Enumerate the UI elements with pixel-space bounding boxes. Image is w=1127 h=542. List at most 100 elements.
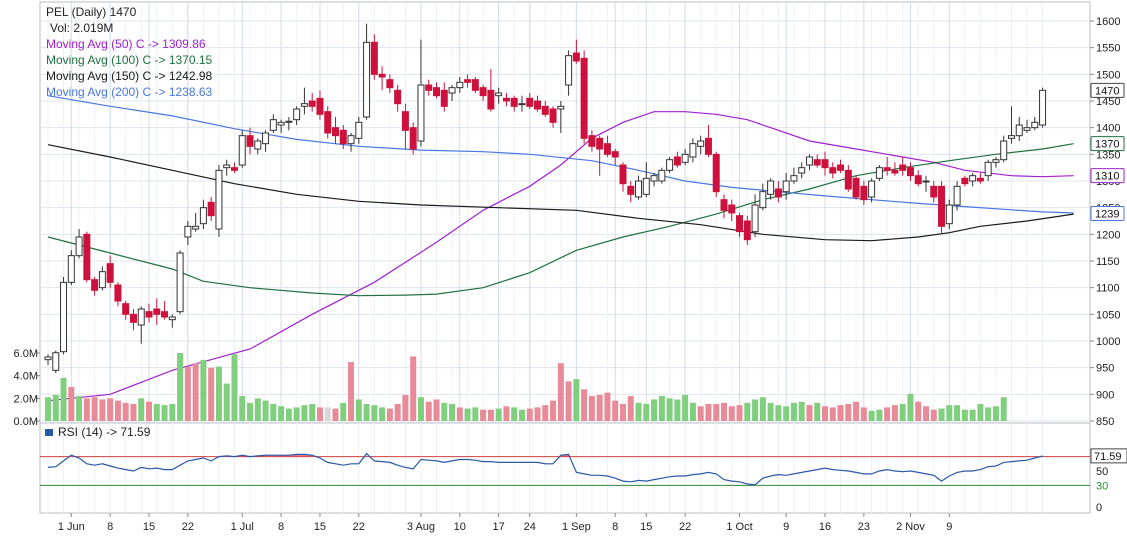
rsi-tick-label: 30 bbox=[1096, 480, 1108, 492]
candle-body bbox=[611, 151, 619, 158]
volume-bar bbox=[262, 400, 269, 421]
candle bbox=[844, 165, 852, 192]
price-tick-label: 1150 bbox=[1096, 256, 1120, 268]
candle-body bbox=[899, 164, 907, 171]
candle bbox=[945, 199, 953, 229]
candle-body bbox=[300, 103, 308, 107]
volume-bar bbox=[231, 354, 238, 421]
candle-body bbox=[246, 135, 254, 147]
price-tick-label: 950 bbox=[1096, 363, 1114, 375]
candle bbox=[308, 93, 316, 112]
candle-body bbox=[176, 252, 184, 313]
candle bbox=[813, 154, 821, 168]
candle-body bbox=[1007, 135, 1015, 139]
volume-bar bbox=[270, 404, 277, 421]
candle bbox=[339, 125, 347, 149]
x-tick-label: 1 Jul bbox=[231, 521, 254, 533]
candle bbox=[106, 255, 114, 288]
candle-body bbox=[992, 159, 1000, 163]
candle bbox=[456, 77, 464, 93]
volume-bar bbox=[192, 363, 199, 421]
x-axis: 1 Jun 8 15 22 1 Jul 8 15 22 3 Aug 10 17 24 1 Sep 8 15 2… bbox=[58, 513, 952, 533]
candle bbox=[868, 178, 876, 203]
candle-body bbox=[642, 177, 650, 195]
volume-bar bbox=[348, 362, 355, 421]
volume-bar bbox=[744, 402, 751, 421]
volume-bar bbox=[581, 389, 588, 421]
candle bbox=[689, 138, 697, 163]
volume-bar bbox=[946, 405, 953, 421]
x-tick-label: 8 bbox=[107, 521, 113, 533]
candle-body bbox=[277, 121, 285, 126]
volume-tick-label: 4.0M bbox=[14, 371, 38, 383]
volume-bar bbox=[254, 398, 261, 421]
volume-bar bbox=[247, 402, 254, 421]
candle bbox=[161, 301, 169, 320]
candle-body bbox=[588, 135, 596, 147]
rsi-legend-swatch bbox=[45, 429, 53, 436]
candle-body bbox=[883, 167, 891, 171]
price-tick-label: 1600 bbox=[1096, 16, 1120, 28]
volume-bar bbox=[783, 406, 790, 421]
candle-body bbox=[316, 97, 324, 115]
candle bbox=[487, 69, 495, 112]
candle bbox=[324, 106, 332, 139]
candle bbox=[541, 101, 549, 117]
candle-body bbox=[681, 153, 689, 163]
candle bbox=[145, 303, 153, 323]
volume-bar bbox=[456, 407, 463, 421]
candle bbox=[743, 215, 751, 245]
candle-body bbox=[293, 108, 301, 121]
price-tick-label: 1100 bbox=[1096, 283, 1120, 295]
candle-body bbox=[666, 159, 674, 171]
candle-body bbox=[549, 108, 557, 123]
candle bbox=[736, 213, 744, 237]
price-panel: 8509009501000105011001150120012501300135… bbox=[14, 1, 1125, 428]
volume-bar bbox=[860, 407, 867, 421]
candle bbox=[176, 250, 184, 315]
chart-title: PEL (Daily) 1470 bbox=[46, 5, 137, 19]
rsi-legend: RSI (14) -> 71.59 bbox=[45, 425, 151, 439]
candle bbox=[728, 199, 736, 221]
candle-body bbox=[238, 135, 246, 166]
ma200-end-label: 1239 bbox=[1090, 206, 1125, 222]
candle bbox=[549, 106, 557, 128]
volume-bar bbox=[208, 367, 215, 421]
candle-body bbox=[223, 164, 231, 169]
candle bbox=[938, 181, 946, 235]
candle-body bbox=[938, 185, 946, 227]
volume-bar bbox=[130, 404, 137, 421]
candle-body bbox=[487, 89, 495, 110]
last-close-label-text: 1470 bbox=[1095, 85, 1119, 97]
volume-bar bbox=[441, 402, 448, 421]
volume-bar bbox=[596, 394, 603, 421]
candle bbox=[603, 135, 611, 157]
price-grid bbox=[40, 2, 1090, 423]
volume-bar bbox=[829, 407, 836, 421]
candle-body bbox=[914, 175, 922, 185]
candle bbox=[580, 50, 588, 144]
candle bbox=[277, 119, 285, 133]
candle bbox=[60, 277, 68, 355]
x-tick-label: 2 Nov bbox=[896, 521, 925, 533]
volume-bar bbox=[557, 363, 564, 421]
candle bbox=[378, 66, 386, 91]
volume-bar bbox=[837, 405, 844, 421]
candle-body bbox=[370, 41, 378, 75]
rsi-end-label: 71.59 bbox=[1090, 448, 1127, 464]
candle-body bbox=[339, 129, 347, 145]
candle bbox=[401, 103, 409, 149]
volume-bar bbox=[386, 408, 393, 421]
volume-bar bbox=[83, 398, 90, 421]
x-tick-label: 22 bbox=[679, 521, 691, 533]
last-close-label-box bbox=[1090, 82, 1125, 98]
candle bbox=[153, 298, 161, 325]
volume-bar bbox=[324, 407, 331, 421]
candle bbox=[199, 199, 207, 229]
candle-body bbox=[790, 175, 798, 182]
candle-body bbox=[114, 284, 122, 302]
ma100-end-label-text: 1370 bbox=[1095, 139, 1119, 151]
candle-body bbox=[891, 169, 899, 174]
candle-body bbox=[67, 255, 75, 283]
candle bbox=[767, 178, 775, 200]
